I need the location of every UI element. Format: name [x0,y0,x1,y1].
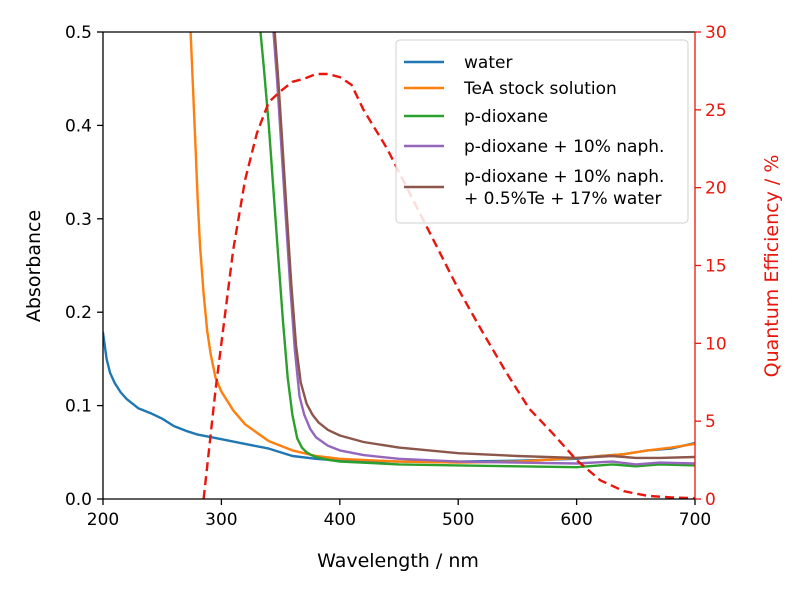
series-layer [103,32,695,499]
y-tick-label-3: 0.3 [65,210,92,230]
x-tick-label-300: 300 [205,510,237,530]
series-line-4 [273,32,695,460]
y-tick-label-1: 0.1 [65,397,92,417]
x-tick-label-200: 200 [87,510,119,530]
legend-label-0: water [464,53,512,73]
legend: water TeA stock solution p-dioxane p-dioxan… [395,39,689,224]
series-line-2 [259,32,695,469]
y-tick-label-5: 0.5 [65,23,92,43]
x-tick-label-500: 500 [442,510,474,530]
y2-tick-label-20: 20 [705,179,727,199]
y2-tick-label-25: 25 [705,101,727,121]
y2-tick-label-5: 5 [705,412,716,432]
y-tick-label-2: 0.2 [65,303,92,323]
axes-layer: 200 300 400 500 600 700 0.0 0.1 0.2 0.3 0.4 0.5 0 5 10… [65,23,727,530]
y2-tick-label-0: 0 [705,490,716,510]
y2-tick-label-30: 30 [705,23,727,43]
legend-label-4-0: p-dioxane + 10% naph. [464,167,664,187]
legend-label-3: p-dioxane + 10% naph. [464,137,664,157]
series-line-5 [202,72,695,499]
x-tick-label-400: 400 [324,510,356,530]
y2-axis-title: Quantum Efficiency / % [761,155,783,378]
x-tick-label-700: 700 [679,510,711,530]
series-line-0 [103,331,695,463]
y2-tick-label-10: 10 [705,334,727,354]
y-axis-title: Absorbance [23,210,45,322]
x-axis-title: Wavelength / nm [317,550,479,572]
legend-label-1: TeA stock solution [463,79,617,99]
y-tick-label-4: 0.4 [65,116,92,136]
legend-label-4-1: + 0.5%Te + 17% water [464,189,661,209]
legend-label-2: p-dioxane [464,107,548,127]
y-tick-label-0: 0.0 [65,490,92,510]
x-tick-label-600: 600 [560,510,592,530]
y2-tick-label-15: 15 [705,257,727,277]
legend-box [395,39,689,224]
